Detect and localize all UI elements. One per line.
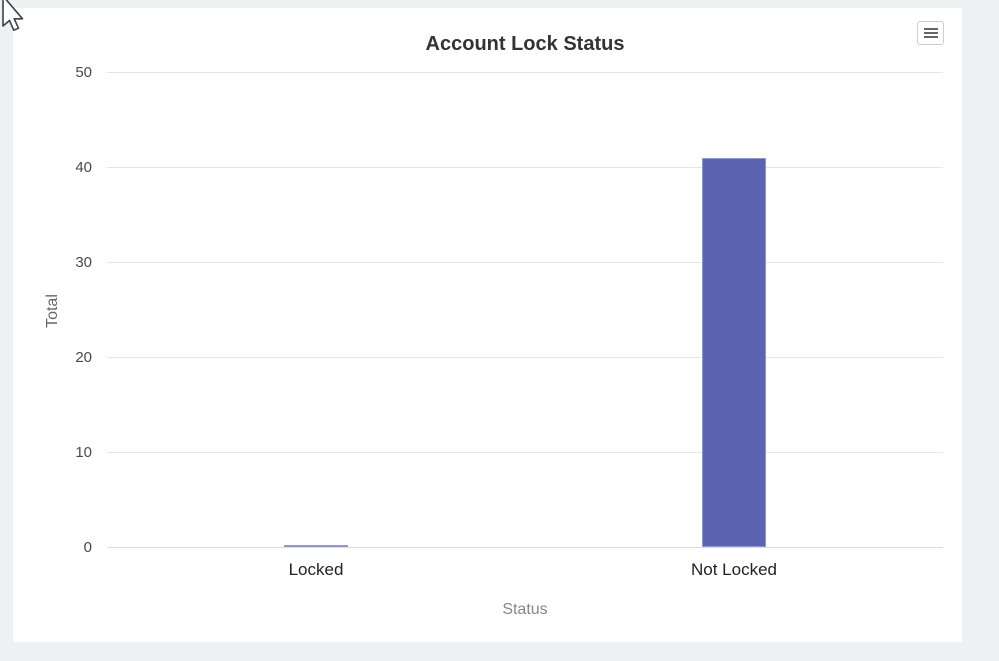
hamburger-menu-icon <box>923 28 938 30</box>
y-axis-tick-label: 10 <box>75 444 92 461</box>
y-axis-tick-label: 50 <box>75 64 92 81</box>
y-gridline <box>107 357 943 358</box>
x-axis-category-label: Not Locked <box>691 560 777 579</box>
x-axis-title: Status <box>502 601 548 618</box>
y-axis-tick-label: 0 <box>83 539 92 556</box>
y-gridline <box>107 72 943 73</box>
y-gridline <box>107 262 943 263</box>
bar-not-locked[interactable] <box>702 157 766 547</box>
y-axis-tick-label: 30 <box>75 254 92 271</box>
chart-title: Account Lock Status <box>425 33 625 55</box>
y-axis-tick-label: 20 <box>75 349 92 366</box>
x-axis-category-label: Locked <box>288 560 344 579</box>
y-gridline <box>107 452 943 453</box>
chart-card: Account Lock Status 0 10 20 30 40 50 Locked Not… <box>13 8 962 642</box>
y-axis-title: Total <box>44 294 61 328</box>
bar-locked[interactable] <box>284 544 348 547</box>
y-axis-tick-label: 40 <box>75 159 92 176</box>
y-gridline <box>107 167 943 168</box>
chart-context-menu-button[interactable] <box>917 21 944 45</box>
x-axis-line <box>107 547 943 548</box>
